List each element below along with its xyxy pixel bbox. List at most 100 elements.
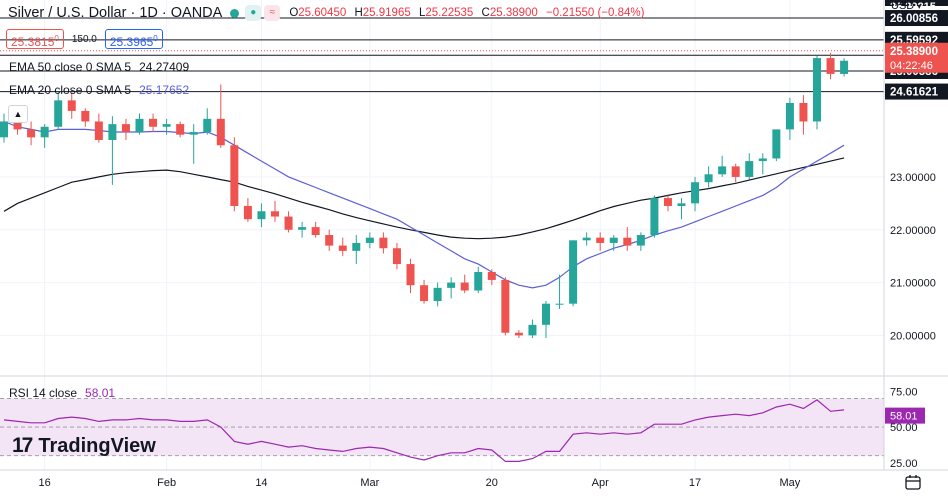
candle <box>149 113 158 133</box>
ema50-line <box>3 157 845 240</box>
candle-body <box>569 240 578 304</box>
candle <box>108 116 117 185</box>
candle-body <box>189 132 198 135</box>
buy-button[interactable]: 25.39650 <box>104 29 163 49</box>
candle <box>271 200 279 222</box>
sell-price-sup: 0 <box>54 34 59 43</box>
rsi-layer <box>3 399 845 462</box>
candle <box>216 84 225 148</box>
candle-body <box>636 235 645 246</box>
candle-body <box>785 102 794 130</box>
candle <box>528 319 537 339</box>
candle <box>325 229 334 251</box>
candle <box>230 137 239 212</box>
x-tick-label: Mar <box>360 477 379 489</box>
candle <box>392 242 401 270</box>
x-tick-label: Feb <box>157 477 176 489</box>
data-mode-icon[interactable]: ● <box>245 5 262 21</box>
candle-body <box>623 237 632 246</box>
candle-body <box>257 211 266 220</box>
candle <box>189 124 198 164</box>
market-status-icon <box>230 8 240 18</box>
candle <box>81 108 90 127</box>
candle <box>94 113 103 143</box>
replay-icon[interactable]: ≈ <box>264 5 281 21</box>
rsi-value-label: 58.01 <box>890 411 918 423</box>
candle-body <box>433 287 442 302</box>
candle-body <box>67 100 76 111</box>
ema50-legend[interactable]: EMA 50 close 0 SMA 5 24.27409 <box>9 60 189 74</box>
candle <box>501 277 510 336</box>
collapse-legend-button[interactable]: ▲ <box>8 105 28 123</box>
rsi-y-tick-label: 25.00 <box>890 458 918 470</box>
tradingview-logo[interactable]: 17 TradingView <box>12 434 156 458</box>
candle-body <box>176 124 185 135</box>
candle-body <box>704 174 713 183</box>
buy-price-sup: 0 <box>153 34 158 43</box>
ema20-label: EMA 20 close 0 SMA 5 <box>9 83 132 97</box>
candle-body <box>149 118 158 127</box>
open-label: O <box>289 7 299 19</box>
x-tick-label: 20 <box>486 477 498 489</box>
candle-body <box>528 324 537 336</box>
candle <box>162 118 171 135</box>
candle <box>487 269 496 286</box>
candle-body <box>514 332 523 336</box>
x-tick-label: Apr <box>592 477 609 489</box>
candle <box>27 121 36 146</box>
candle <box>135 113 144 135</box>
open-value: 25.60450 <box>298 7 347 19</box>
candle <box>569 240 578 307</box>
candle <box>379 232 388 254</box>
x-tick-label: May <box>780 477 801 489</box>
rsi-value-label-bg <box>885 407 925 424</box>
currency-label[interactable]: USD <box>891 0 915 12</box>
candle-body <box>243 205 252 220</box>
candle <box>623 227 632 251</box>
candle-body <box>596 237 605 243</box>
go-to-date-icon[interactable] <box>905 474 921 490</box>
tradingview-logo-text: TradingView <box>38 434 156 457</box>
high-label: H <box>354 7 363 19</box>
change-value: −0.21550 (−0.84%) <box>546 7 645 19</box>
tradingview-logo-icon: 17 <box>12 434 33 457</box>
currency-selector[interactable]: USD ▾ <box>891 0 921 12</box>
candle-body <box>203 118 212 133</box>
candle <box>785 97 794 140</box>
chart-header: Silver / U.S. Dollar · 1D · OANDA ● ≈ O2… <box>8 4 649 22</box>
rsi-band-layer <box>0 398 884 457</box>
ema50-label: EMA 50 close 0 SMA 5 <box>9 60 132 74</box>
rsi-y-tick-label: 75.00 <box>890 386 918 398</box>
sell-button[interactable]: 25.38150 <box>6 29 64 49</box>
candle <box>772 129 781 162</box>
level-price-label-bg <box>885 83 948 100</box>
symbol-title[interactable]: Silver / U.S. Dollar · 1D · OANDA <box>8 5 223 21</box>
candle-body <box>826 58 835 74</box>
candle <box>555 274 564 309</box>
candles-layer[interactable] <box>0 52 849 339</box>
candle-body <box>758 158 767 162</box>
candle <box>745 153 754 180</box>
candle <box>596 232 605 251</box>
candle-body <box>420 285 429 302</box>
candle <box>663 195 672 212</box>
close-label: C <box>481 7 490 19</box>
candle-body <box>718 166 727 175</box>
high-value: 25.91965 <box>362 7 411 19</box>
rsi-legend[interactable]: RSI 14 close 58.01 <box>9 386 115 400</box>
y-tick-label: 23.00000 <box>890 172 936 184</box>
candle <box>0 113 8 143</box>
candle-body <box>230 145 239 206</box>
candle-body <box>338 245 347 251</box>
candle-body <box>81 110 90 122</box>
candle-body <box>406 264 415 286</box>
x-tick-label: 16 <box>39 477 51 489</box>
candle <box>257 203 266 228</box>
candle-body <box>487 272 496 280</box>
candle <box>243 198 252 222</box>
ema20-legend[interactable]: EMA 20 close 0 SMA 5 25.17652 <box>9 83 189 97</box>
candle <box>433 282 442 307</box>
y-tick-label: 21.00000 <box>890 278 936 290</box>
